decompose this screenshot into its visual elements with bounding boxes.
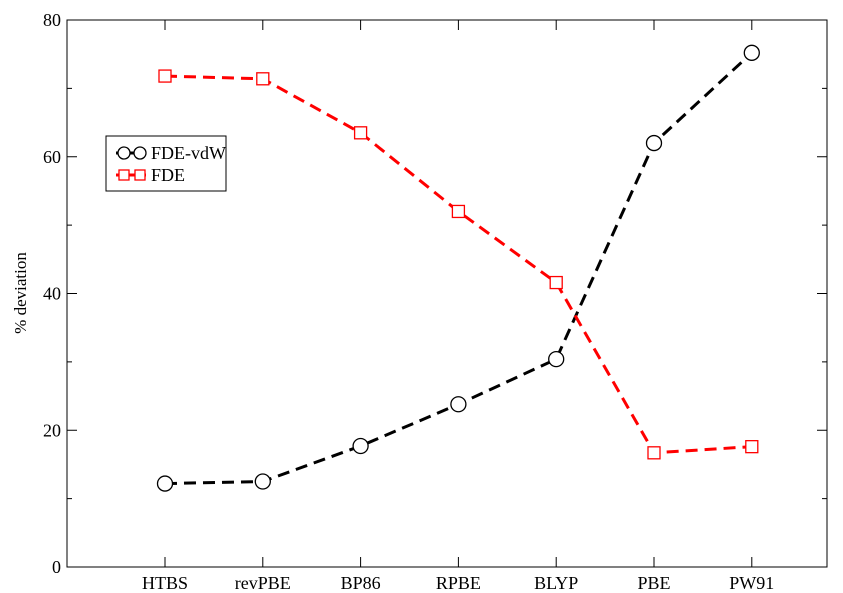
plot-area <box>66 19 828 568</box>
data-point-marker <box>353 126 368 140</box>
x-tick-label: HTBS <box>142 573 188 593</box>
data-point-marker <box>352 437 369 455</box>
axis-ticks <box>67 19 827 568</box>
x-tick-label: PBE <box>637 573 670 593</box>
y-tick-label: 80 <box>43 10 61 30</box>
series-fde <box>158 69 759 460</box>
y-tick-label: 20 <box>43 420 61 440</box>
x-tick-label: PW91 <box>729 573 774 593</box>
data-point-marker <box>156 475 174 492</box>
series-layer <box>156 44 760 492</box>
legend-marker <box>133 146 147 160</box>
legend-box <box>105 135 227 192</box>
x-tick-label: revPBE <box>235 573 291 593</box>
y-tick-label: 40 <box>43 284 61 304</box>
data-point-marker <box>549 275 563 290</box>
data-point-marker <box>745 440 759 454</box>
legend-item: FDE-vdW <box>116 143 226 163</box>
legend-marker <box>134 169 146 181</box>
data-point-marker <box>548 350 565 368</box>
x-tick-labels: HTBS revPBE BP86 RPBE BLYP PBE PW91 <box>142 573 774 593</box>
data-point-marker <box>254 473 271 490</box>
legend-label: FDE-vdW <box>151 143 226 163</box>
data-point-marker <box>645 134 663 152</box>
legend-item: FDE <box>116 165 185 185</box>
y-tick-label: 60 <box>43 147 61 167</box>
data-point-marker <box>451 204 466 219</box>
y-tick-label: 0 <box>52 557 61 577</box>
legend-label: FDE <box>151 165 185 185</box>
data-point-marker <box>158 69 172 83</box>
data-point-marker <box>450 396 467 413</box>
legend-marker <box>117 146 131 160</box>
data-point-marker <box>647 446 661 460</box>
x-tick-label: BLYP <box>534 573 578 593</box>
legend-marker <box>118 169 130 181</box>
data-point-marker <box>256 72 270 86</box>
series-line <box>164 51 753 486</box>
y-tick-labels: 0 20 40 60 80 <box>43 10 61 577</box>
x-tick-label: RPBE <box>436 573 481 593</box>
data-point-marker <box>743 44 760 61</box>
series-fde-vdw <box>156 44 760 492</box>
x-tick-label: BP86 <box>341 573 381 593</box>
y-axis-label: % deviation <box>11 252 30 334</box>
